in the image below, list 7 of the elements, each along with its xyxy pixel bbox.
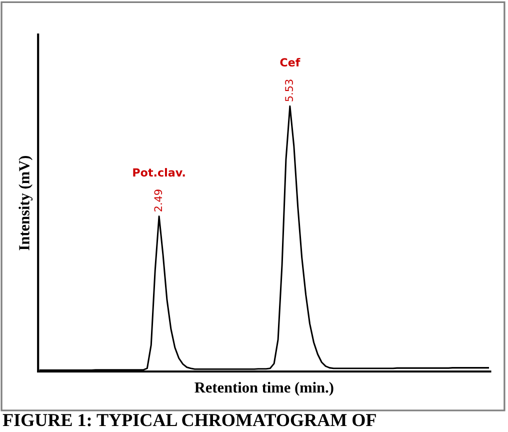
y-axis-title: Intensity (mV) (18, 156, 33, 250)
annotation: 2.49 (154, 190, 162, 212)
annotation: 5.53 (285, 80, 293, 102)
text: Cef (280, 58, 300, 67)
annotation: Pot.clav. (133, 168, 185, 177)
caption: FIGURE 1: TYPICAL CHROMATOGRAM OF (2, 414, 376, 426)
x-axis-title: Retention time (min.) (194, 382, 334, 396)
